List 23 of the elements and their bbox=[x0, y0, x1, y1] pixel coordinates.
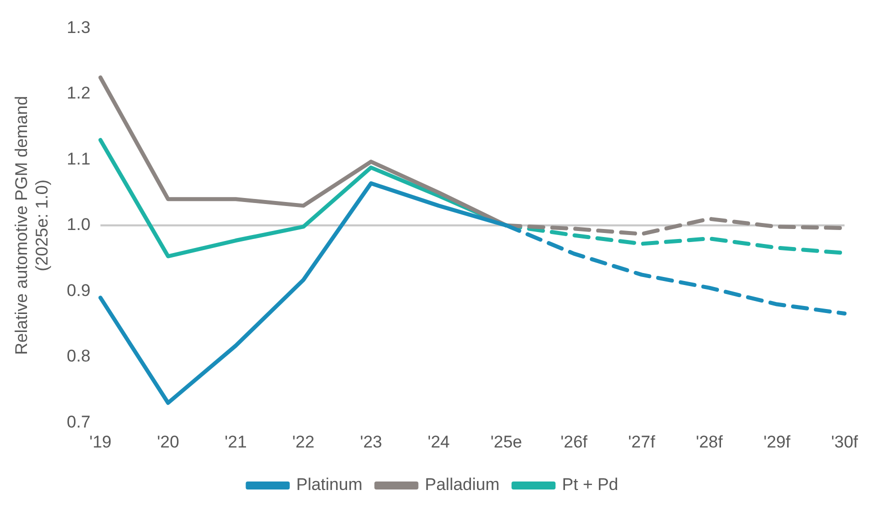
x-tick-label: '30f bbox=[831, 432, 858, 452]
x-tick-label: '22 bbox=[292, 432, 314, 452]
x-tick-label: '21 bbox=[224, 432, 247, 452]
x-tick-label: '28f bbox=[696, 432, 723, 452]
y-tick-label: 1.2 bbox=[66, 84, 90, 103]
y-tick-label: 1.0 bbox=[66, 215, 90, 234]
y-axis-title: Relative automotive PGM demand (2025e: 1.0) bbox=[12, 96, 52, 355]
legend-label: Platinum bbox=[296, 475, 362, 494]
x-tick-label: '23 bbox=[360, 432, 382, 452]
legend-label: Palladium bbox=[424, 475, 500, 494]
x-tick-label: '24 bbox=[428, 432, 450, 452]
x-tick-label: '20 bbox=[157, 432, 180, 452]
y-tick-label: 1.3 bbox=[66, 18, 90, 37]
x-tick-label: '25e bbox=[490, 432, 522, 452]
x-tick-label: '19 bbox=[89, 432, 112, 452]
y-tick-label: 0.7 bbox=[66, 412, 90, 432]
legend-label: Pt + Pd bbox=[562, 475, 618, 494]
x-tick-label: '26f bbox=[560, 432, 588, 452]
y-tick-label: 1.1 bbox=[66, 149, 90, 168]
y-tick-label: 0.9 bbox=[66, 280, 90, 300]
x-tick-label: '29f bbox=[763, 432, 791, 452]
y-tick-label: 0.8 bbox=[66, 346, 90, 366]
x-tick-label: '27f bbox=[628, 432, 656, 452]
